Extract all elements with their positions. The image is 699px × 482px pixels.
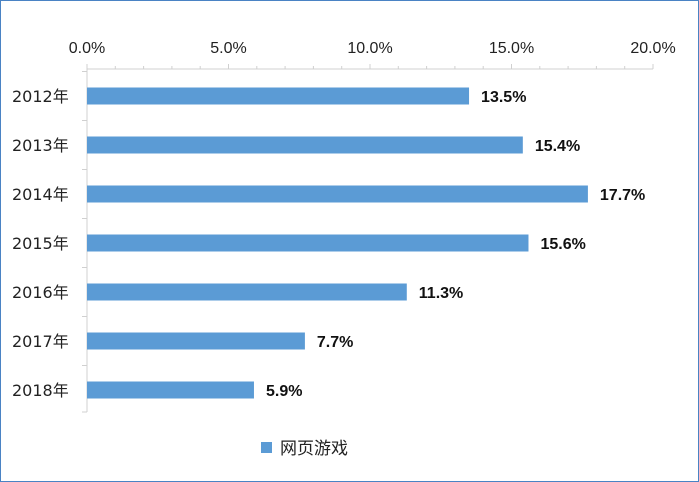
category-label: 2013年: [12, 136, 69, 155]
data-label: 13.5%: [481, 89, 526, 106]
legend-label: 网页游戏: [280, 439, 348, 459]
labels-layer: 2012年 13.5% 2013年 15.4% 2014年 17.7% 2015年 15.6%…: [12, 87, 645, 400]
bar: [87, 87, 470, 105]
x-tick-label: 20.0%: [630, 40, 675, 57]
data-label: 17.7%: [600, 187, 645, 204]
legend-swatch: [261, 442, 272, 453]
bar: [87, 332, 305, 350]
bars-layer: [87, 87, 588, 399]
bar: [87, 283, 407, 301]
bar: [87, 185, 588, 203]
x-tick-label: 10.0%: [347, 40, 392, 57]
legend: 网页游戏: [261, 439, 348, 459]
data-label: 7.7%: [317, 334, 353, 351]
axis-layer: 0.0% 5.0% 10.0% 15.0% 20.0%: [69, 40, 676, 413]
bar: [87, 234, 529, 252]
data-label: 11.3%: [419, 285, 463, 302]
category-label: 2018年: [12, 381, 69, 400]
x-tick-label: 5.0%: [210, 40, 246, 57]
bar: [87, 136, 523, 154]
data-label: 15.6%: [540, 236, 585, 253]
bar: [87, 381, 254, 399]
category-label: 2017年: [12, 332, 69, 351]
category-label: 2015年: [12, 234, 69, 253]
data-label: 5.9%: [266, 383, 302, 400]
x-tick-label: 0.0%: [69, 40, 105, 57]
category-label: 2014年: [12, 185, 69, 204]
x-tick-label: 15.0%: [489, 40, 534, 57]
category-label: 2016年: [12, 283, 69, 302]
data-label: 15.4%: [535, 138, 580, 155]
category-label: 2012年: [12, 87, 69, 106]
